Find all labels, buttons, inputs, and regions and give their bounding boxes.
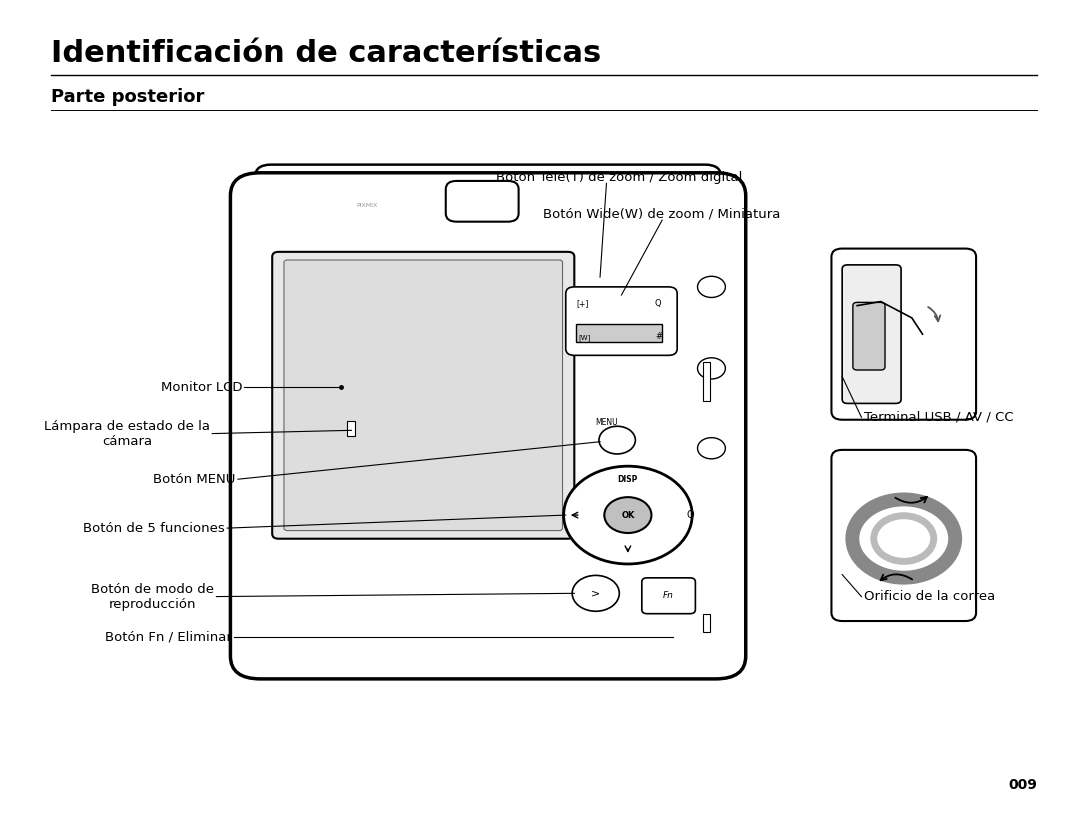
Text: 009: 009 [1009, 778, 1037, 792]
FancyBboxPatch shape [272, 252, 575, 539]
FancyBboxPatch shape [642, 578, 696, 614]
FancyBboxPatch shape [446, 181, 518, 222]
Text: DISP: DISP [618, 474, 638, 484]
Text: Identificación de características: Identificación de características [52, 39, 602, 68]
Text: Orificio de la correa: Orificio de la correa [864, 590, 995, 603]
Text: [W]: [W] [579, 334, 591, 341]
Text: Botón Wide(W) de zoom / Miniatura: Botón Wide(W) de zoom / Miniatura [543, 207, 781, 220]
Text: [+]: [+] [577, 298, 589, 308]
Text: Botón de 5 funciones: Botón de 5 funciones [83, 522, 225, 535]
Circle shape [698, 276, 726, 297]
Text: OK: OK [621, 510, 635, 520]
Text: Monitor LCD: Monitor LCD [161, 381, 242, 394]
Text: Q: Q [654, 298, 661, 308]
FancyBboxPatch shape [284, 260, 563, 531]
FancyBboxPatch shape [230, 173, 745, 679]
Circle shape [698, 438, 726, 459]
Text: Botón Tele(T) de zoom / Zoom digital: Botón Tele(T) de zoom / Zoom digital [496, 171, 743, 184]
FancyBboxPatch shape [853, 302, 885, 370]
Circle shape [599, 426, 635, 454]
Text: Fn: Fn [663, 591, 674, 601]
Text: Botón Fn / Eliminar: Botón Fn / Eliminar [105, 631, 231, 644]
Text: Botón de modo de
reproducción: Botón de modo de reproducción [92, 583, 214, 610]
Text: Lámpara de estado de la
cámara: Lámpara de estado de la cámara [44, 420, 210, 447]
Bar [577, 324, 662, 342]
FancyBboxPatch shape [832, 249, 976, 420]
Circle shape [572, 575, 619, 611]
Bar [703, 362, 711, 401]
Text: >: > [591, 588, 600, 598]
FancyBboxPatch shape [842, 265, 901, 403]
Text: O: O [686, 510, 693, 520]
Circle shape [605, 497, 651, 533]
FancyBboxPatch shape [255, 165, 721, 244]
Bar [703, 614, 711, 632]
FancyBboxPatch shape [566, 287, 677, 355]
Text: MENU: MENU [595, 417, 618, 427]
Bar [347, 421, 354, 436]
Circle shape [564, 466, 692, 564]
Circle shape [874, 516, 934, 562]
Text: Botón MENU: Botón MENU [153, 473, 235, 486]
Circle shape [698, 358, 726, 379]
Text: Terminal USB / AV / CC: Terminal USB / AV / CC [864, 411, 1013, 424]
FancyBboxPatch shape [832, 450, 976, 621]
Text: Parte posterior: Parte posterior [52, 88, 205, 106]
Text: #: # [656, 332, 662, 341]
Text: PIXMIX: PIXMIX [356, 203, 378, 208]
